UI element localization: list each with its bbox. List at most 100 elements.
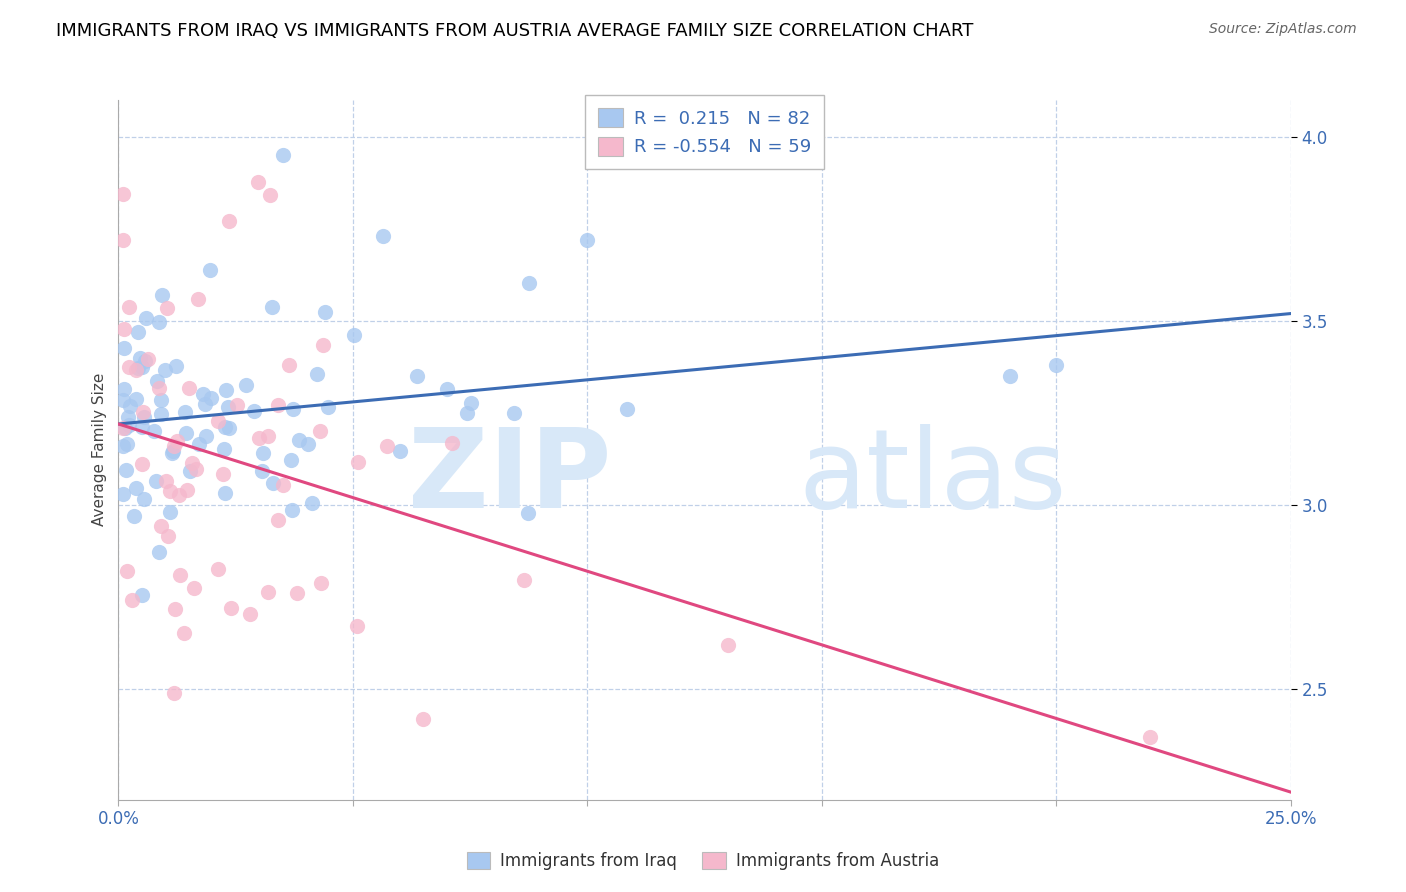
Point xyxy=(122,509,145,524)
Point xyxy=(517,277,540,291)
Point xyxy=(314,304,336,318)
Point xyxy=(576,233,599,247)
Point xyxy=(167,488,190,502)
Point xyxy=(117,409,139,424)
Point xyxy=(191,387,214,401)
Point xyxy=(179,464,201,478)
Point xyxy=(316,400,339,414)
Point xyxy=(271,478,294,492)
Point xyxy=(283,402,305,417)
Point xyxy=(242,404,264,418)
Point xyxy=(125,363,148,377)
Point xyxy=(112,233,135,247)
Point xyxy=(184,462,207,476)
Point xyxy=(155,474,177,488)
Point xyxy=(131,360,153,375)
Point xyxy=(267,513,290,527)
Point xyxy=(441,435,464,450)
Point xyxy=(346,455,368,469)
Point xyxy=(278,359,301,373)
Point xyxy=(256,429,278,443)
Point xyxy=(181,456,204,470)
Point xyxy=(149,407,172,421)
Point xyxy=(148,381,170,395)
Point xyxy=(218,213,240,227)
Legend: Immigrants from Iraq, Immigrants from Austria: Immigrants from Iraq, Immigrants from Au… xyxy=(460,845,946,877)
Point xyxy=(207,562,229,576)
Point xyxy=(135,310,157,325)
Point xyxy=(117,437,139,451)
Point xyxy=(150,288,173,302)
Point xyxy=(281,503,304,517)
Point xyxy=(346,619,368,633)
Point xyxy=(371,228,394,243)
Point xyxy=(166,434,188,449)
Point xyxy=(502,406,524,420)
Point xyxy=(162,443,184,458)
Point xyxy=(252,464,274,478)
Text: IMMIGRANTS FROM IRAQ VS IMMIGRANTS FROM AUSTRIA AVERAGE FAMILY SIZE CORRELATION : IMMIGRANTS FROM IRAQ VS IMMIGRANTS FROM … xyxy=(56,22,973,40)
Point xyxy=(169,567,191,582)
Point xyxy=(311,338,333,352)
Text: Source: ZipAtlas.com: Source: ZipAtlas.com xyxy=(1209,22,1357,37)
Point xyxy=(125,392,148,406)
Point xyxy=(165,602,187,616)
Point xyxy=(183,581,205,595)
Point xyxy=(460,396,482,410)
Point xyxy=(262,475,284,490)
Point xyxy=(247,175,270,189)
Point xyxy=(1139,730,1161,744)
Point xyxy=(214,419,236,434)
Point xyxy=(280,452,302,467)
Point xyxy=(305,367,328,381)
Point xyxy=(125,481,148,495)
Point xyxy=(165,359,187,373)
Point xyxy=(145,474,167,488)
Point xyxy=(118,300,141,314)
Point xyxy=(159,505,181,519)
Point xyxy=(219,601,242,615)
Point xyxy=(134,354,156,368)
Point xyxy=(156,301,179,315)
Point xyxy=(134,409,156,424)
Point xyxy=(112,421,135,435)
Point xyxy=(131,588,153,602)
Point xyxy=(131,457,153,471)
Point xyxy=(375,438,398,452)
Point xyxy=(121,592,143,607)
Point xyxy=(150,393,173,408)
Point xyxy=(198,263,221,277)
Point xyxy=(112,392,135,407)
Point xyxy=(114,421,136,435)
Point xyxy=(271,148,294,162)
Point xyxy=(187,292,209,306)
Point xyxy=(285,585,308,599)
Point xyxy=(200,391,222,405)
Point xyxy=(388,443,411,458)
Point xyxy=(212,442,235,457)
Point xyxy=(112,186,135,201)
Point xyxy=(112,383,135,397)
Point xyxy=(225,398,247,412)
Point xyxy=(218,421,240,435)
Point xyxy=(187,437,209,451)
Text: ZIP: ZIP xyxy=(408,425,610,532)
Point xyxy=(194,428,217,442)
Point xyxy=(112,487,135,501)
Point xyxy=(163,439,186,453)
Point xyxy=(149,518,172,533)
Point xyxy=(998,369,1021,384)
Point xyxy=(616,402,638,417)
Point xyxy=(112,321,135,335)
Point xyxy=(142,425,165,439)
Point xyxy=(112,439,135,453)
Point xyxy=(207,414,229,428)
Point xyxy=(259,188,281,202)
Point xyxy=(252,446,274,460)
Point xyxy=(176,426,198,441)
Point xyxy=(193,397,215,411)
Point xyxy=(235,378,257,392)
Point xyxy=(132,405,155,419)
Point xyxy=(287,434,309,448)
Point xyxy=(257,585,280,599)
